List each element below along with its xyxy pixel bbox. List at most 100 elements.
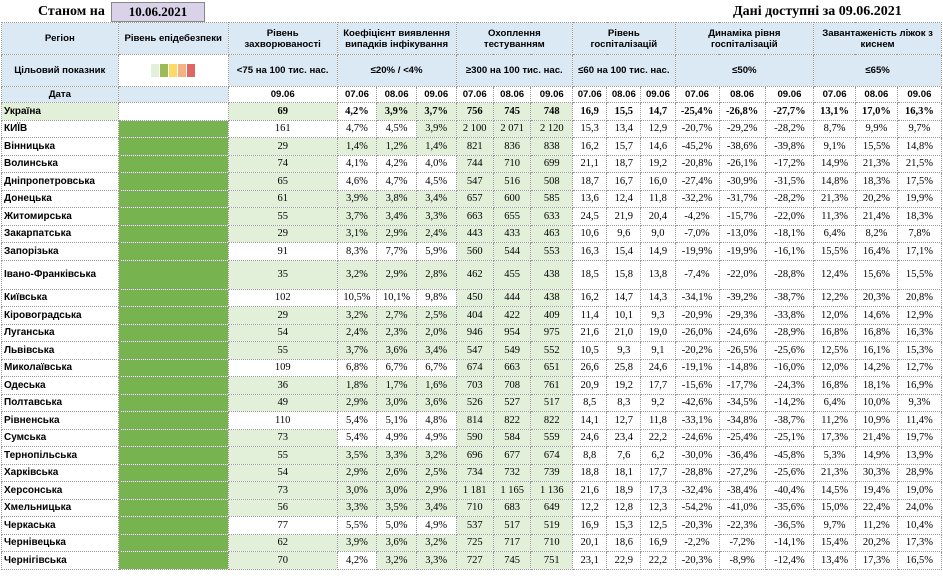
hosp-dyn-07: -19,1% [674,358,720,377]
testing-07: 560 [455,242,494,261]
hosp-dyn-08: -30,9% [718,172,766,191]
epidemic-level-indicator [117,516,229,535]
oxygen-08: 17,3% [854,551,898,570]
testing-09: 409 [530,306,574,325]
positivity-08: 3,0% [376,481,417,500]
testing-07: 710 [455,498,494,517]
hosp-09: 20,4 [640,207,676,226]
oxygen-07: 16,8% [813,323,856,342]
testing-08: 455 [492,259,532,290]
testing-09: 751 [530,551,574,570]
oxygen-09: 9,3% [896,393,943,412]
region-name: Чернівецька [1,533,119,552]
hosp-08: 12,7 [606,411,642,430]
positivity-08: 3,6% [376,533,417,552]
testing-09: 649 [530,498,574,517]
hosp-dyn-07: -20,2% [674,341,720,360]
testing-08: 745 [492,551,532,570]
hosp-07: 12,2 [572,498,608,517]
oxygen-07: 8,7% [813,119,856,138]
positivity-09: 1,6% [415,376,457,395]
region-name: Рівненська [1,411,119,430]
hosp-dyn-07: -42,6% [674,393,720,412]
incidence-value: 61 [227,189,338,208]
incidence-value: 91 [227,242,338,261]
hosp-dyn-08: -34,5% [718,393,766,412]
hosp-dyn-09: -39,8% [764,137,815,156]
testing-08: 655 [492,207,532,226]
positivity-08: 3,4% [376,207,417,226]
oxygen-07: 11,3% [813,207,856,226]
positivity-08: 3,5% [376,498,417,517]
incidence-value: 65 [227,172,338,191]
hosp-07: 18,5 [572,259,608,290]
testing-07: 547 [455,341,494,360]
table-row: Івано-Франківська 35 3,2% 2,9% 2,8% 462 455 438… [1,259,943,290]
hosp-dyn-08: -19,9% [718,242,766,261]
oxygen-08: 14,9% [854,446,898,465]
hosp-08: 7,6 [606,446,642,465]
hosp-dyn-07: -34,1% [674,288,720,307]
hosp-09: 9,1 [640,341,676,360]
testing-07: 657 [455,189,494,208]
hosp-dyn-08: -38,6% [718,137,766,156]
oxygen-09: 13,9% [896,446,943,465]
hosp-07: 8,8 [572,446,608,465]
positivity-09: 3,4% [415,498,457,517]
testing-07: 725 [455,533,494,552]
positivity-09: 9,8% [415,288,457,307]
oxygen-07: 14,9% [813,154,856,173]
date-d1: 07.06 [572,86,608,103]
date-d3: 09.06 [896,86,943,103]
date-d3: 09.06 [530,86,574,103]
oxygen-07: 21,3% [813,189,856,208]
positivity-09: 2,4% [415,224,457,243]
hosp-dyn-07: -33,1% [674,411,720,430]
region-name: Хмельницька [1,498,119,517]
incidence-value: 70 [227,551,338,570]
positivity-08: 3,6% [376,341,417,360]
positivity-08: 4,5% [376,119,417,138]
testing-08: 422 [492,306,532,325]
hosp-dyn-09: -33,8% [764,306,815,325]
oxygen-09: 18,3% [896,207,943,226]
table-row: Запорізька 91 8,3% 7,7% 5,9% 560 544 553 16,3 15,… [1,242,943,261]
oxygen-07: 9,7% [813,516,856,535]
oxygen-08: 18,1% [854,376,898,395]
positivity-08: 4,9% [376,428,417,447]
epidemic-level-indicator [117,137,229,156]
testing-08: 2 071 [492,119,532,138]
hosp-dyn-08: -26,8% [718,102,766,121]
target-positivity: ≤20% / <4% [336,54,457,87]
hosp-08: 21,0 [606,323,642,342]
positivity-09: 4,0% [415,154,457,173]
testing-07: 450 [455,288,494,307]
positivity-07: 1,4% [336,137,378,156]
col-testing: Охоплення тестуванням [455,22,574,55]
column-header-row: Регіон Рівень епідебезпеки Рівень захвор… [1,22,942,55]
hosp-dyn-08: -39,2% [718,288,766,307]
oxygen-08: 22,4% [854,498,898,517]
col-region: Регіон [1,22,119,55]
hosp-09: 19,0 [640,323,676,342]
hosp-08: 18,9 [606,481,642,500]
epidemic-level-indicator [117,481,229,500]
region-name: Миколаївська [1,358,119,377]
positivity-08: 4,7% [376,172,417,191]
epidemic-level-indicator [117,463,229,482]
positivity-08: 2,9% [376,224,417,243]
hosp-dyn-09: -38,7% [764,288,815,307]
hosp-09: 17,3 [640,481,676,500]
epidemic-level-indicator [117,224,229,243]
hosp-dyn-07: -45,2% [674,137,720,156]
level-color-4 [178,64,187,77]
hosp-dyn-09: -14,2% [764,393,815,412]
hosp-dyn-07: -4,2% [674,207,720,226]
hosp-09: 16,9 [640,533,676,552]
positivity-09: 3,6% [415,393,457,412]
hosp-dyn-07: -26,0% [674,323,720,342]
hosp-dyn-08: -27,2% [718,463,766,482]
positivity-07: 2,4% [336,323,378,342]
hosp-dyn-08: -29,3% [718,306,766,325]
positivity-08: 3,3% [376,446,417,465]
